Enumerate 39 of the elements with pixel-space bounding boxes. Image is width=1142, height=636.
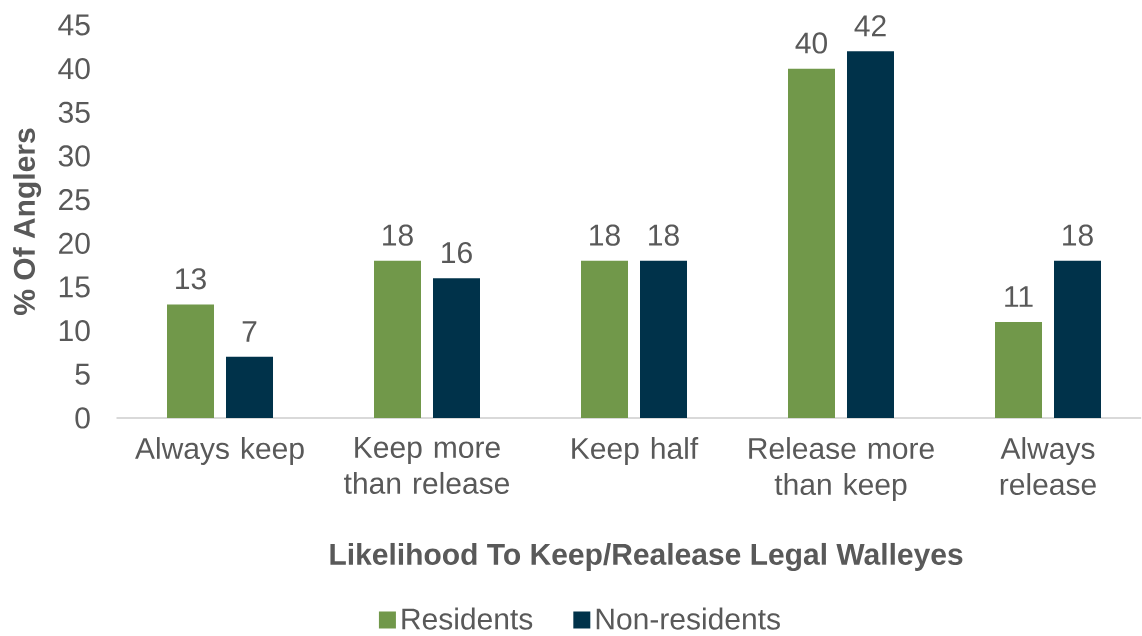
data-label: 40 [795, 32, 827, 54]
y-tick-label: 40 [58, 58, 90, 80]
bar [226, 356, 274, 418]
y-tick-label: 15 [59, 276, 90, 298]
x-tick-label: Release more than keep [749, 437, 934, 501]
y-tick-label: 5 [75, 363, 90, 385]
legend-label: Non-residents [596, 607, 780, 630]
y-tick-label: 35 [58, 101, 90, 123]
bar [167, 304, 215, 418]
data-label: 18 [383, 224, 413, 246]
y-tick-label: 30 [58, 145, 90, 167]
data-label: 18 [590, 224, 620, 246]
y-tick-label: 0 [75, 407, 90, 429]
bar [374, 260, 421, 418]
x-axis-title: Likelihood To Keep/Realease Legal Walleyes [330, 542, 963, 572]
y-axis-title: % Of Anglers [13, 128, 42, 315]
bar [640, 260, 688, 418]
data-label: 13 [176, 268, 206, 290]
bar [788, 68, 835, 418]
data-label: 11 [1005, 286, 1033, 307]
bar [433, 278, 480, 418]
data-label: 16 [442, 241, 472, 264]
data-label: 18 [649, 224, 679, 246]
x-tick-label: Always keep [135, 437, 304, 465]
y-tick-label: 20 [59, 232, 90, 254]
y-tick-label: 25 [59, 189, 90, 211]
y-tick-label: 45 [58, 14, 90, 36]
bar [1054, 260, 1101, 418]
x-tick-label: Keep more than release [344, 437, 510, 494]
bar [847, 51, 894, 418]
bar [581, 260, 629, 418]
y-tick-label: 10 [59, 320, 90, 342]
data-label: 18 [1063, 224, 1093, 246]
bar [995, 321, 1043, 418]
legend-label: Residents [402, 607, 533, 630]
x-tick-label: Always release [1000, 437, 1096, 496]
x-tick-label: Keep half [572, 437, 699, 465]
data-label: 7 [242, 321, 257, 342]
data-label: 42 [854, 15, 886, 37]
